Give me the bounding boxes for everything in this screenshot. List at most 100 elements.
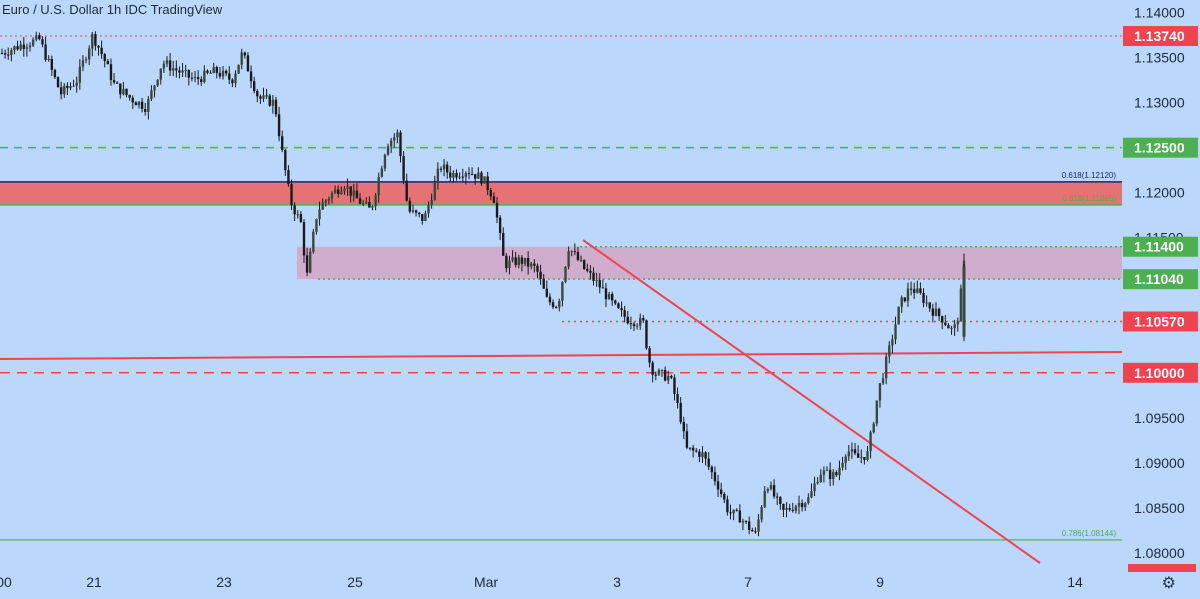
candle-body — [140, 101, 144, 110]
candle-body — [122, 88, 125, 95]
candle-body — [330, 193, 334, 199]
candle-body — [554, 307, 558, 309]
candle-body — [959, 288, 963, 322]
candle-body — [38, 35, 41, 40]
candle-body — [234, 73, 237, 84]
candle-body — [645, 320, 648, 349]
candle-body — [586, 268, 589, 271]
candle-body — [59, 87, 63, 95]
candle-body — [340, 191, 343, 194]
candle-body — [564, 266, 567, 282]
candle-body — [333, 189, 337, 194]
candle-body — [847, 451, 851, 457]
candle-body — [884, 356, 888, 379]
price-label-text: 1.13740 — [1134, 28, 1185, 44]
candle-body — [215, 67, 219, 73]
candle-body — [791, 509, 794, 511]
candle-body — [611, 293, 614, 301]
candle-body — [595, 280, 598, 282]
candle-body — [352, 190, 355, 196]
candle-body — [691, 447, 695, 451]
candle-body — [408, 200, 412, 212]
candle-body — [137, 101, 141, 106]
candle-body — [660, 369, 664, 371]
candle-body — [474, 174, 477, 179]
candle-body — [810, 491, 813, 498]
candle-body — [25, 47, 29, 49]
candle-body — [383, 154, 387, 169]
candle-body — [44, 44, 47, 60]
candle-body — [305, 255, 309, 273]
candle-body — [881, 378, 885, 384]
candle-body — [200, 79, 203, 83]
price-label-text: 1.12500 — [1134, 140, 1185, 156]
candle-body — [804, 503, 807, 508]
fib-label: 0.786(1.08144) — [1062, 529, 1117, 538]
candle-body — [442, 164, 446, 170]
candle-body — [875, 400, 879, 424]
candle-body — [249, 71, 253, 82]
time-tick-label: 14 — [1067, 574, 1083, 590]
candle-body — [361, 202, 365, 204]
candle-body — [56, 77, 60, 88]
candle-body — [374, 195, 377, 207]
candle-body — [22, 44, 25, 49]
candle-body — [511, 257, 514, 261]
candle-body — [318, 209, 321, 220]
candle-body — [592, 272, 595, 281]
candle-body — [642, 318, 645, 321]
candle-body — [807, 497, 810, 504]
candle-body — [3, 53, 7, 55]
candle-body — [290, 184, 293, 206]
candle-body — [614, 300, 617, 304]
candle-body — [723, 494, 726, 500]
candle-body — [726, 499, 729, 513]
candle-body — [430, 199, 433, 206]
candle-body — [461, 176, 464, 178]
candle-body — [797, 502, 801, 507]
candle-body — [10, 50, 13, 56]
candle-body — [760, 507, 763, 520]
candle-body — [302, 222, 306, 256]
candle-body — [856, 453, 860, 458]
candle-body — [293, 205, 296, 215]
candle-body — [81, 60, 85, 67]
candle-body — [567, 251, 570, 267]
candle-body — [822, 470, 826, 475]
price-tick-label: 1.08000 — [1134, 545, 1185, 561]
candle-body — [539, 271, 542, 279]
candle-body — [480, 172, 483, 184]
candle-body — [629, 323, 633, 325]
candle-body — [838, 467, 841, 476]
candle-body — [682, 421, 686, 432]
price-axis-panel — [1122, 0, 1200, 599]
candle-body — [763, 491, 766, 508]
time-tick-label: 00 — [0, 574, 12, 590]
candle-body — [321, 202, 324, 210]
candle-body — [950, 328, 953, 330]
candle-body — [268, 95, 271, 106]
candle-body — [380, 168, 384, 177]
candle-body — [819, 474, 822, 483]
gear-icon[interactable]: ⚙ — [1161, 575, 1176, 592]
candle-body — [941, 316, 944, 323]
candle-body — [228, 73, 231, 80]
candle-body — [477, 172, 480, 179]
candle-body — [623, 310, 626, 317]
candle-body — [502, 233, 505, 256]
candle-body — [355, 190, 359, 199]
candle-body — [427, 205, 430, 214]
candle-body — [788, 508, 791, 510]
candle-body — [912, 289, 916, 293]
candle-body — [710, 466, 714, 473]
candle-body — [561, 281, 564, 301]
candle-body — [324, 200, 327, 203]
candle-body — [785, 508, 788, 510]
candle-body — [97, 45, 100, 48]
candle-body — [495, 202, 499, 218]
candle-body — [75, 82, 78, 86]
candle-body — [841, 462, 844, 468]
candle-body — [944, 322, 947, 325]
candle-body — [536, 265, 539, 272]
